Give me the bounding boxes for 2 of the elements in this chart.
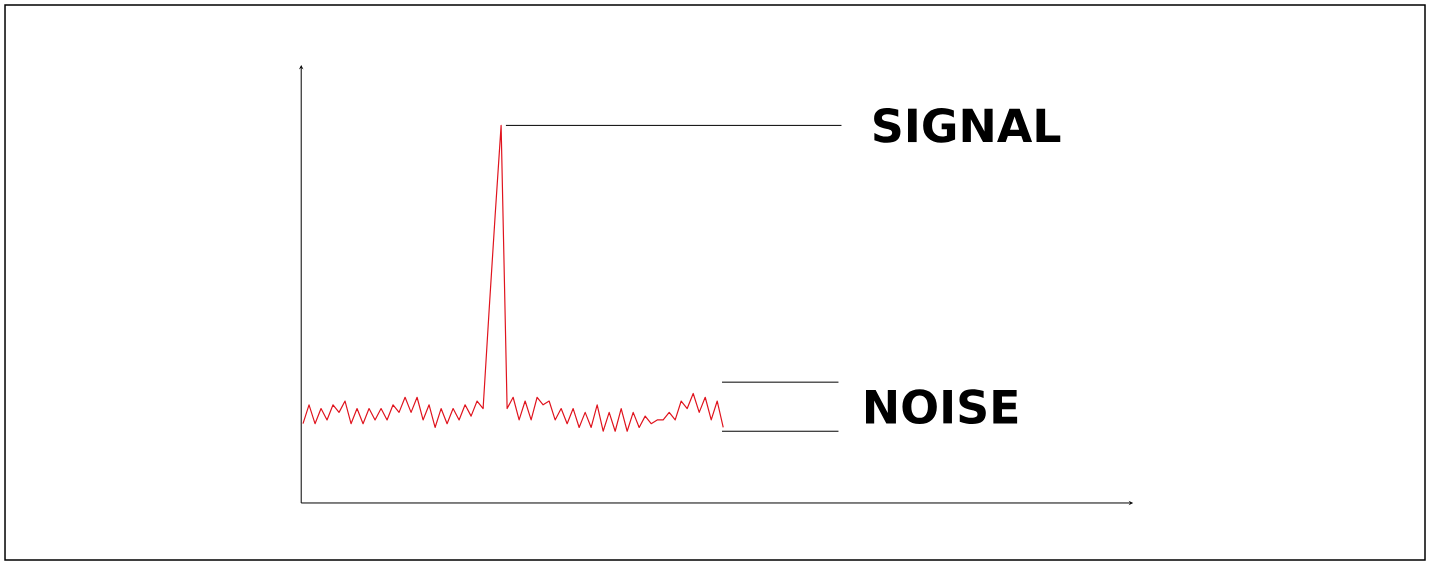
text: SIGNAL — [874, 108, 1061, 143]
text: NOISE — [866, 389, 1018, 425]
